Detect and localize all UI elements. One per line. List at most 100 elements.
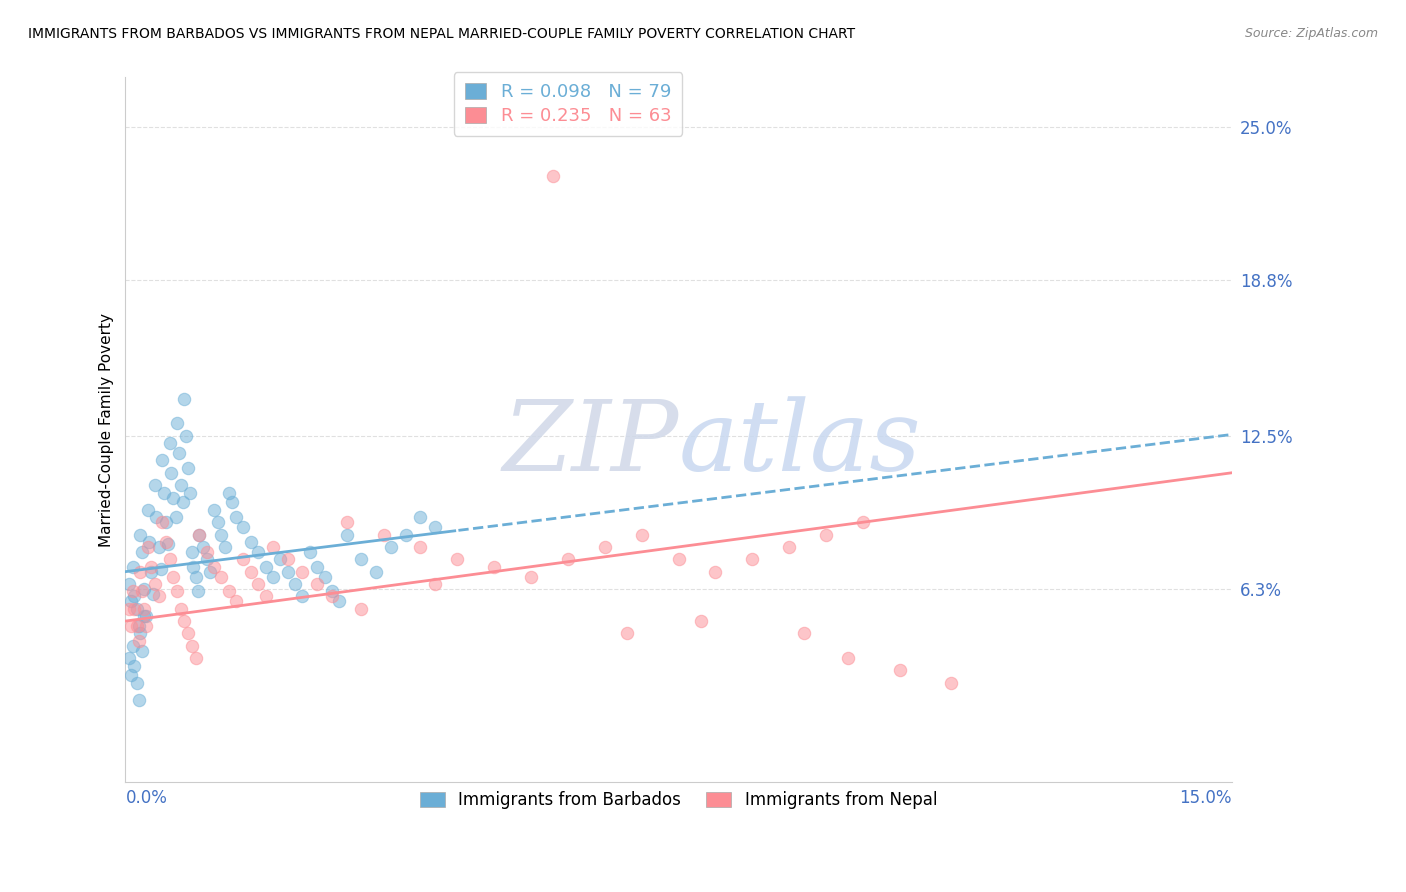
Y-axis label: Married-Couple Family Poverty: Married-Couple Family Poverty xyxy=(100,312,114,547)
Point xyxy=(121,639,143,653)
Point xyxy=(118,601,141,615)
Point xyxy=(155,535,177,549)
Point xyxy=(121,584,143,599)
Point xyxy=(284,577,307,591)
Point xyxy=(157,537,180,551)
Point xyxy=(120,619,142,633)
Point xyxy=(366,565,388,579)
Point xyxy=(141,565,163,579)
Point xyxy=(165,510,187,524)
Point xyxy=(174,428,197,442)
Point xyxy=(200,565,222,579)
Point xyxy=(180,639,202,653)
Point xyxy=(232,520,254,534)
Point xyxy=(307,577,329,591)
Text: IMMIGRANTS FROM BARBADOS VS IMMIGRANTS FROM NEPAL MARRIED-COUPLE FAMILY POVERTY : IMMIGRANTS FROM BARBADOS VS IMMIGRANTS F… xyxy=(28,27,855,41)
Point xyxy=(170,478,193,492)
Point xyxy=(269,552,291,566)
Point xyxy=(132,582,155,596)
Point xyxy=(262,569,284,583)
Point xyxy=(225,510,247,524)
Point xyxy=(135,609,157,624)
Point xyxy=(232,552,254,566)
Point xyxy=(128,633,150,648)
Point xyxy=(129,565,152,579)
Point xyxy=(350,552,373,566)
Point xyxy=(689,614,711,628)
Point xyxy=(188,527,211,541)
Point xyxy=(128,619,150,633)
Point xyxy=(837,651,859,665)
Point xyxy=(136,540,159,554)
Text: 15.0%: 15.0% xyxy=(1180,789,1232,807)
Point xyxy=(482,559,505,574)
Point xyxy=(148,590,170,604)
Point xyxy=(177,461,200,475)
Point xyxy=(350,601,373,615)
Point xyxy=(166,417,188,431)
Point xyxy=(207,515,229,529)
Point xyxy=(188,527,211,541)
Point xyxy=(150,515,173,529)
Point xyxy=(128,693,150,707)
Point xyxy=(239,565,262,579)
Point xyxy=(162,491,184,505)
Point xyxy=(124,658,146,673)
Point xyxy=(557,552,579,566)
Point xyxy=(125,619,148,633)
Point xyxy=(214,540,236,554)
Point xyxy=(668,552,690,566)
Point xyxy=(616,626,638,640)
Point xyxy=(129,626,152,640)
Point xyxy=(307,559,329,574)
Point xyxy=(380,540,402,554)
Point xyxy=(180,545,202,559)
Point xyxy=(159,436,181,450)
Point xyxy=(121,559,143,574)
Point xyxy=(852,515,875,529)
Point xyxy=(778,540,800,554)
Point xyxy=(202,503,225,517)
Point xyxy=(118,577,141,591)
Point xyxy=(247,577,270,591)
Point xyxy=(195,545,218,559)
Text: 0.0%: 0.0% xyxy=(125,789,167,807)
Point xyxy=(291,590,314,604)
Legend: Immigrants from Barbados, Immigrants from Nepal: Immigrants from Barbados, Immigrants fro… xyxy=(413,784,943,815)
Point xyxy=(277,552,299,566)
Point xyxy=(298,545,321,559)
Point xyxy=(815,527,838,541)
Point xyxy=(277,565,299,579)
Point xyxy=(425,520,447,534)
Text: atlas: atlas xyxy=(679,396,921,491)
Point xyxy=(373,527,395,541)
Point xyxy=(153,485,176,500)
Point xyxy=(336,527,359,541)
Text: ZIP: ZIP xyxy=(502,396,679,491)
Point xyxy=(132,601,155,615)
Point xyxy=(425,577,447,591)
Point xyxy=(291,565,314,579)
Point xyxy=(218,584,240,599)
Point xyxy=(593,540,616,554)
Point xyxy=(166,584,188,599)
Point xyxy=(177,626,200,640)
Point xyxy=(262,540,284,554)
Point xyxy=(187,584,209,599)
Point xyxy=(941,676,963,690)
Point xyxy=(125,676,148,690)
Point xyxy=(173,392,195,406)
Point xyxy=(181,559,204,574)
Point xyxy=(120,668,142,682)
Point xyxy=(131,644,153,658)
Point xyxy=(141,559,163,574)
Point xyxy=(409,510,432,524)
Point xyxy=(793,626,815,640)
Point xyxy=(125,601,148,615)
Point xyxy=(254,559,277,574)
Point xyxy=(131,584,153,599)
Point xyxy=(704,565,727,579)
Point xyxy=(741,552,763,566)
Point xyxy=(321,584,343,599)
Point xyxy=(159,552,181,566)
